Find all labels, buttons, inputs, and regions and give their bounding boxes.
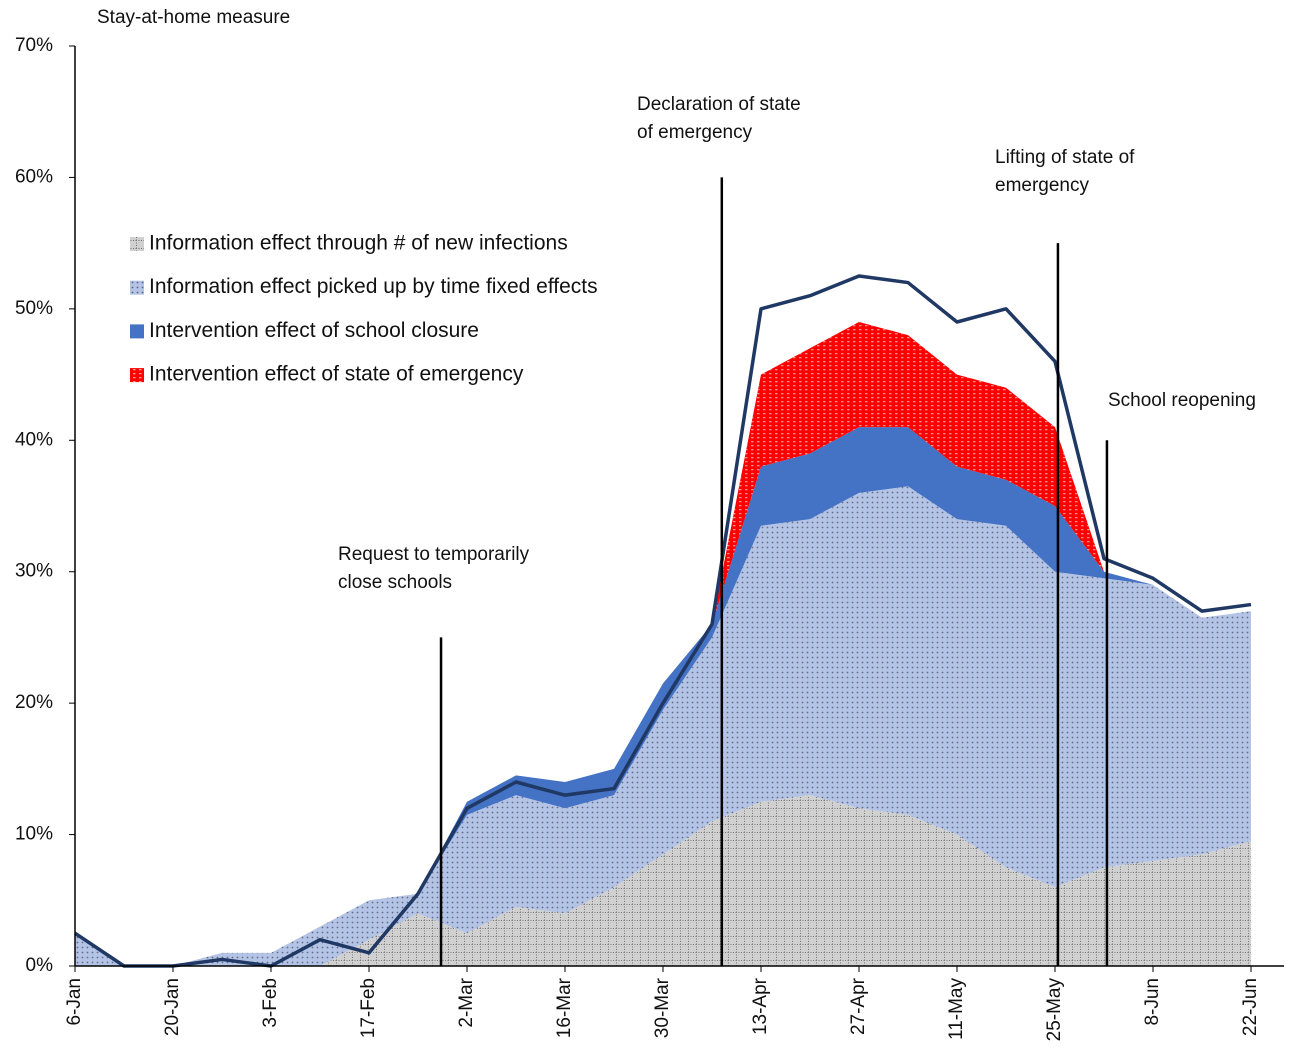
x-tick-label: 17-Feb (358, 978, 379, 1038)
legend-swatch (130, 324, 144, 339)
area-pattern (75, 486, 1251, 966)
x-tick-label: 30-Mar (652, 977, 673, 1038)
annotation-text: close schools (338, 572, 452, 593)
legend-label: Intervention effect of school closure (149, 319, 479, 342)
annotation-text: Lifting of state of (995, 147, 1135, 168)
x-tick-label: 22-Jun (1240, 978, 1261, 1036)
annotation-text: emergency (995, 175, 1089, 196)
y-tick-label: 10% (15, 824, 53, 845)
x-tick-label: 2-Mar (456, 977, 477, 1027)
y-tick-label: 70% (15, 35, 53, 56)
area (75, 427, 1251, 967)
y-tick-label: 30% (15, 561, 53, 582)
x-tick-label: 13-Apr (750, 977, 771, 1035)
y-axis-title: Stay-at-home measure (97, 7, 290, 28)
x-tick-label: 8-Jun (1142, 978, 1163, 1026)
y-tick-label: 60% (15, 166, 53, 187)
y-tick-label: 20% (15, 692, 53, 713)
legend-label: Information effect through # of new infe… (149, 232, 568, 255)
annotation-text: of emergency (637, 122, 753, 143)
x-tick-label: 6-Jan (64, 978, 85, 1026)
legend-swatch-pattern (130, 368, 144, 383)
x-tick-label: 20-Jan (162, 978, 183, 1036)
annotation-text: School reopening (1108, 390, 1256, 411)
legend-label: Intervention effect of state of emergenc… (149, 363, 524, 386)
y-tick-label: 0% (26, 955, 54, 976)
legend-swatch-pattern (130, 237, 144, 251)
legend-swatch-pattern (130, 280, 144, 295)
x-tick-label: 11-May (946, 978, 967, 1040)
y-tick-label: 50% (15, 298, 53, 319)
legend-label: Information effect picked up by time fix… (149, 275, 598, 298)
x-tick-label: 3-Feb (260, 978, 281, 1028)
x-tick-label: 16-Mar (554, 977, 575, 1038)
annotation-text: Declaration of state (637, 94, 801, 115)
x-tick-label: 27-Apr (848, 977, 869, 1035)
annotation-text: Request to temporarily (338, 544, 530, 565)
y-tick-label: 40% (15, 429, 53, 450)
area-pattern (75, 795, 1251, 966)
x-tick-label: 25-May (1044, 978, 1065, 1042)
